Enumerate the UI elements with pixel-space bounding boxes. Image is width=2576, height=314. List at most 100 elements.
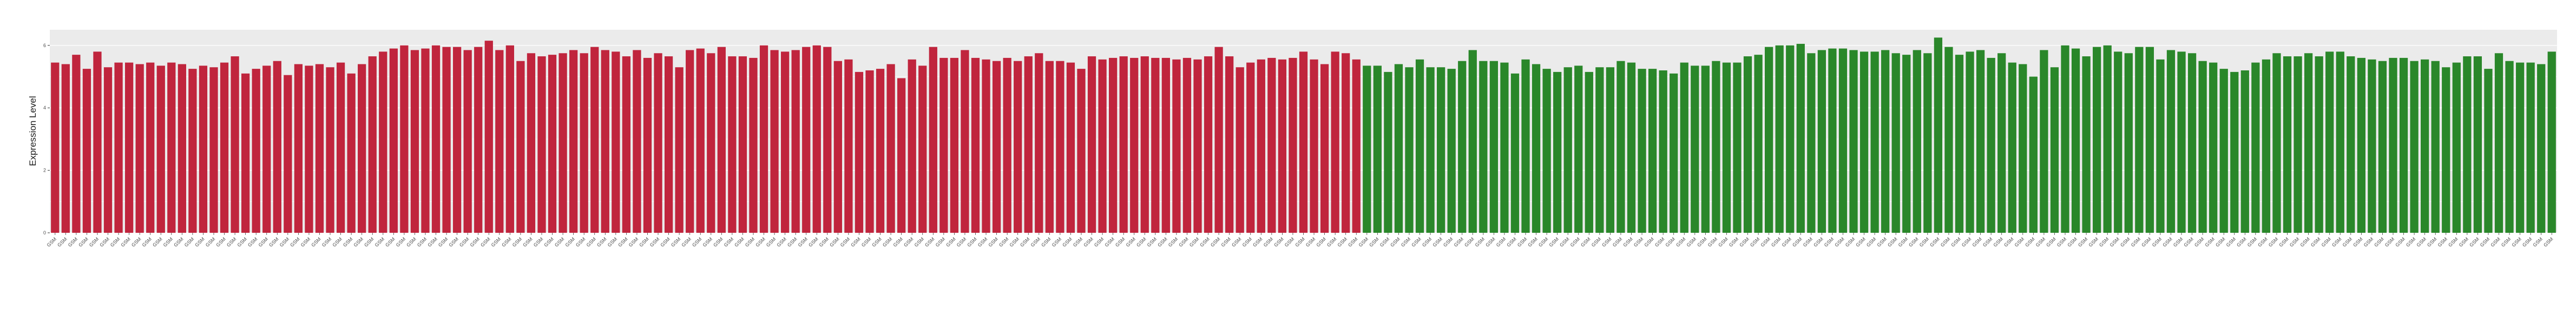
bar — [2452, 62, 2461, 233]
bar — [1881, 50, 1890, 233]
bar — [717, 47, 726, 233]
bar — [442, 47, 451, 233]
bar — [537, 56, 546, 233]
x-tick-label: GSM — [1410, 236, 1422, 248]
bar — [1066, 62, 1075, 233]
x-tick-label: GSM — [1897, 236, 1909, 248]
x-tick-label: GSM — [1337, 236, 1349, 248]
bar — [1236, 67, 1244, 233]
x-tick-label: GSM — [1675, 236, 1687, 248]
bar — [527, 53, 536, 233]
x-tick-label: GSM — [1061, 236, 1073, 248]
x-tick-label: GSM — [776, 236, 787, 248]
bar — [2219, 69, 2228, 233]
bar — [2240, 70, 2249, 233]
x-tick-label: GSM — [2119, 236, 2131, 248]
bar — [389, 48, 398, 233]
bar — [1997, 53, 2006, 233]
x-tick-label: GSM — [2426, 236, 2438, 248]
x-tick-label: GSM — [1442, 236, 1454, 248]
bar — [347, 73, 356, 233]
x-tick-label: GSM — [1876, 236, 1888, 248]
bar — [569, 50, 578, 233]
bar — [2315, 56, 2323, 233]
x-tick-label: GSM — [1220, 236, 1232, 248]
x-tick-label: GSM — [1537, 236, 1549, 248]
x-tick-label: GSM — [702, 236, 714, 248]
bar — [1934, 37, 1943, 233]
bar — [484, 41, 493, 233]
bar — [1976, 50, 1985, 233]
bar — [728, 56, 737, 233]
bar — [1373, 66, 1382, 233]
x-tick-label: GSM — [1982, 236, 1994, 248]
x-tick-label: GSM — [1326, 236, 1338, 248]
x-tick-label: GSM — [1812, 236, 1824, 248]
x-tick-label: GSM — [1072, 236, 1084, 248]
x-tick-label: GSM — [564, 236, 576, 248]
x-tick-label: GSM — [2236, 236, 2248, 248]
bar — [61, 64, 70, 233]
bar — [178, 64, 186, 233]
x-tick-label: GSM — [300, 236, 312, 248]
x-tick-label: GSM — [1347, 236, 1359, 248]
x-tick-label: GSM — [691, 236, 703, 248]
bar — [1680, 62, 1688, 233]
x-tick-label: GSM — [1453, 236, 1465, 248]
bar — [1331, 51, 1339, 233]
x-tick-label: GSM — [829, 236, 840, 248]
x-tick-label: GSM — [2214, 236, 2226, 248]
x-tick-label: GSM — [659, 236, 671, 248]
x-tick-label: GSM — [1516, 236, 1528, 248]
x-tick-label: GSM — [1770, 236, 1782, 248]
bar — [1384, 71, 1392, 233]
x-tick-label: GSM — [1993, 236, 2005, 248]
bar — [284, 75, 292, 233]
x-tick-label: GSM — [903, 236, 915, 248]
x-tick-label: GSM — [88, 236, 100, 248]
x-tick-label: GSM — [1569, 236, 1581, 248]
x-tick-label: GSM — [1601, 236, 1613, 248]
x-tick-label: GSM — [2161, 236, 2173, 248]
bar — [463, 50, 472, 233]
bar — [1553, 71, 1562, 233]
x-tick-label: GSM — [1834, 236, 1845, 248]
bar — [1214, 47, 1223, 233]
bar — [2008, 62, 2016, 233]
x-tick-label: GSM — [331, 236, 343, 248]
x-tick-label: GSM — [437, 236, 449, 248]
bar — [410, 50, 419, 233]
x-tick-label: GSM — [2140, 236, 2152, 248]
x-tick-label: GSM — [2532, 236, 2544, 248]
x-tick-label: GSM — [353, 236, 365, 248]
bar — [474, 47, 483, 233]
x-tick-label: GSM — [395, 236, 407, 248]
x-tick-label: GSM — [289, 236, 301, 248]
bar — [2336, 51, 2344, 233]
bar — [1342, 53, 1350, 233]
bar — [2484, 69, 2493, 233]
x-tick-label: GSM — [807, 236, 819, 248]
bar — [1193, 59, 1202, 233]
x-tick-label: GSM — [2109, 236, 2121, 248]
x-tick-label: GSM — [205, 236, 216, 248]
bar — [548, 55, 557, 233]
x-tick-label: GSM — [522, 236, 534, 248]
x-tick-label: GSM — [1950, 236, 1962, 248]
x-tick-label: GSM — [2310, 236, 2322, 248]
bar — [1014, 61, 1022, 233]
bar — [2029, 76, 2038, 233]
bar — [865, 70, 874, 233]
x-tick-label: GSM — [2373, 236, 2385, 248]
bar — [802, 47, 811, 233]
x-tick-label: GSM — [638, 236, 650, 248]
x-tick-label: GSM — [1580, 236, 1592, 248]
x-tick-label: GSM — [120, 236, 132, 248]
bar — [156, 66, 165, 233]
bar — [1891, 53, 1900, 233]
bar — [262, 66, 271, 233]
x-tick-label: GSM — [321, 236, 333, 248]
bar — [633, 50, 641, 233]
x-tick-label: GSM — [1315, 236, 1327, 248]
bar — [770, 50, 779, 233]
